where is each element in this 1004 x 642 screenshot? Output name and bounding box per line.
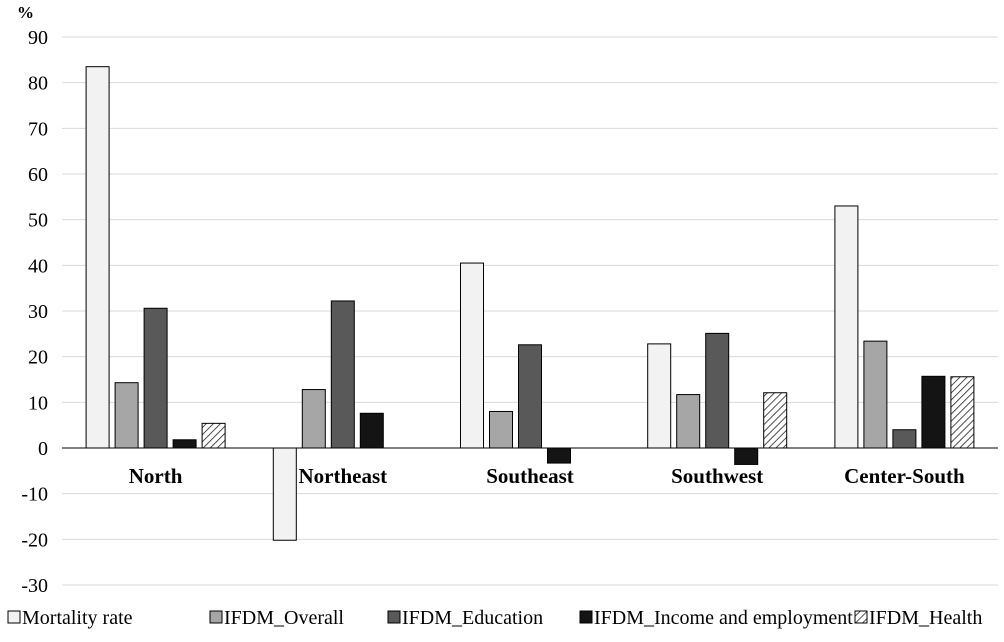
y-tick-label: 20 (28, 347, 48, 369)
legend-label: Mortality rate (22, 607, 133, 629)
legend-swatch (7, 610, 21, 624)
bar-ifdm-health-center-south (950, 376, 975, 449)
legend-label: IFDM_Health (869, 607, 982, 629)
legend-swatch (854, 610, 868, 624)
bar-ifdm-education-southwest (705, 332, 730, 449)
bar-ifdm-income-and-employment-southeast (547, 447, 571, 464)
legend-swatch (209, 610, 223, 624)
y-tick-label: -20 (21, 529, 48, 551)
bar-ifdm-income-and-employment-center-south (921, 375, 946, 449)
category-label: Southwest (671, 464, 763, 488)
bar-ifdm-education-northeast (330, 300, 355, 449)
bar-ifdm-overall-north (114, 382, 139, 449)
category-label: Northeast (298, 464, 387, 488)
bar-ifdm-income-and-employment-southwest (734, 447, 759, 465)
y-tick-label: 60 (28, 164, 48, 186)
bar-ifdm-income-and-employment-northeast (359, 412, 384, 449)
y-tick-label: 70 (28, 118, 48, 140)
y-axis-unit-label: % (17, 3, 34, 22)
bar-ifdm-education-center-south (892, 429, 917, 449)
category-label: North (129, 464, 183, 488)
y-tick-label: 50 (28, 210, 48, 232)
bar-ifdm-education-southeast (518, 344, 542, 449)
legend-label: IFDM_Income and employment (594, 607, 853, 629)
y-tick-label: 0 (38, 438, 48, 460)
bar-ifdm-overall-southeast (489, 410, 513, 449)
category-label: Southeast (486, 464, 574, 488)
legend-label: IFDM_Overall (224, 607, 344, 629)
y-tick-label: -30 (21, 575, 48, 597)
bar-ifdm-education-north (143, 307, 168, 449)
y-tick-label: 90 (28, 27, 48, 49)
bar-mortality-rate-southeast (460, 262, 484, 449)
legend: Mortality rate IFDM_Overall IFDM_Education… (7, 607, 982, 629)
bar-ifdm-overall-southwest (676, 394, 701, 449)
bar-ifdm-health-north (201, 422, 226, 449)
legend-swatch (579, 610, 593, 624)
y-tick-label: 40 (28, 255, 48, 277)
y-tick-label: 80 (28, 73, 48, 95)
y-tick-label: 10 (28, 392, 48, 414)
y-tick-label: 30 (28, 301, 48, 323)
bar-mortality-rate-center-south (834, 205, 859, 449)
category-label: Center-South (844, 464, 965, 488)
legend-label: IFDM_Education (402, 607, 543, 629)
bar-mortality-rate-northeast (272, 447, 297, 541)
bar-ifdm-health-southwest (763, 392, 788, 449)
bar-mortality-rate-southwest (647, 343, 672, 449)
bar-mortality-rate-north (85, 66, 110, 449)
bar-ifdm-income-and-employment-north (172, 439, 197, 449)
bar-ifdm-overall-northeast (301, 389, 326, 449)
y-tick-label: -10 (21, 484, 48, 506)
bar-ifdm-overall-center-south (863, 340, 888, 449)
legend-swatch (387, 610, 401, 624)
